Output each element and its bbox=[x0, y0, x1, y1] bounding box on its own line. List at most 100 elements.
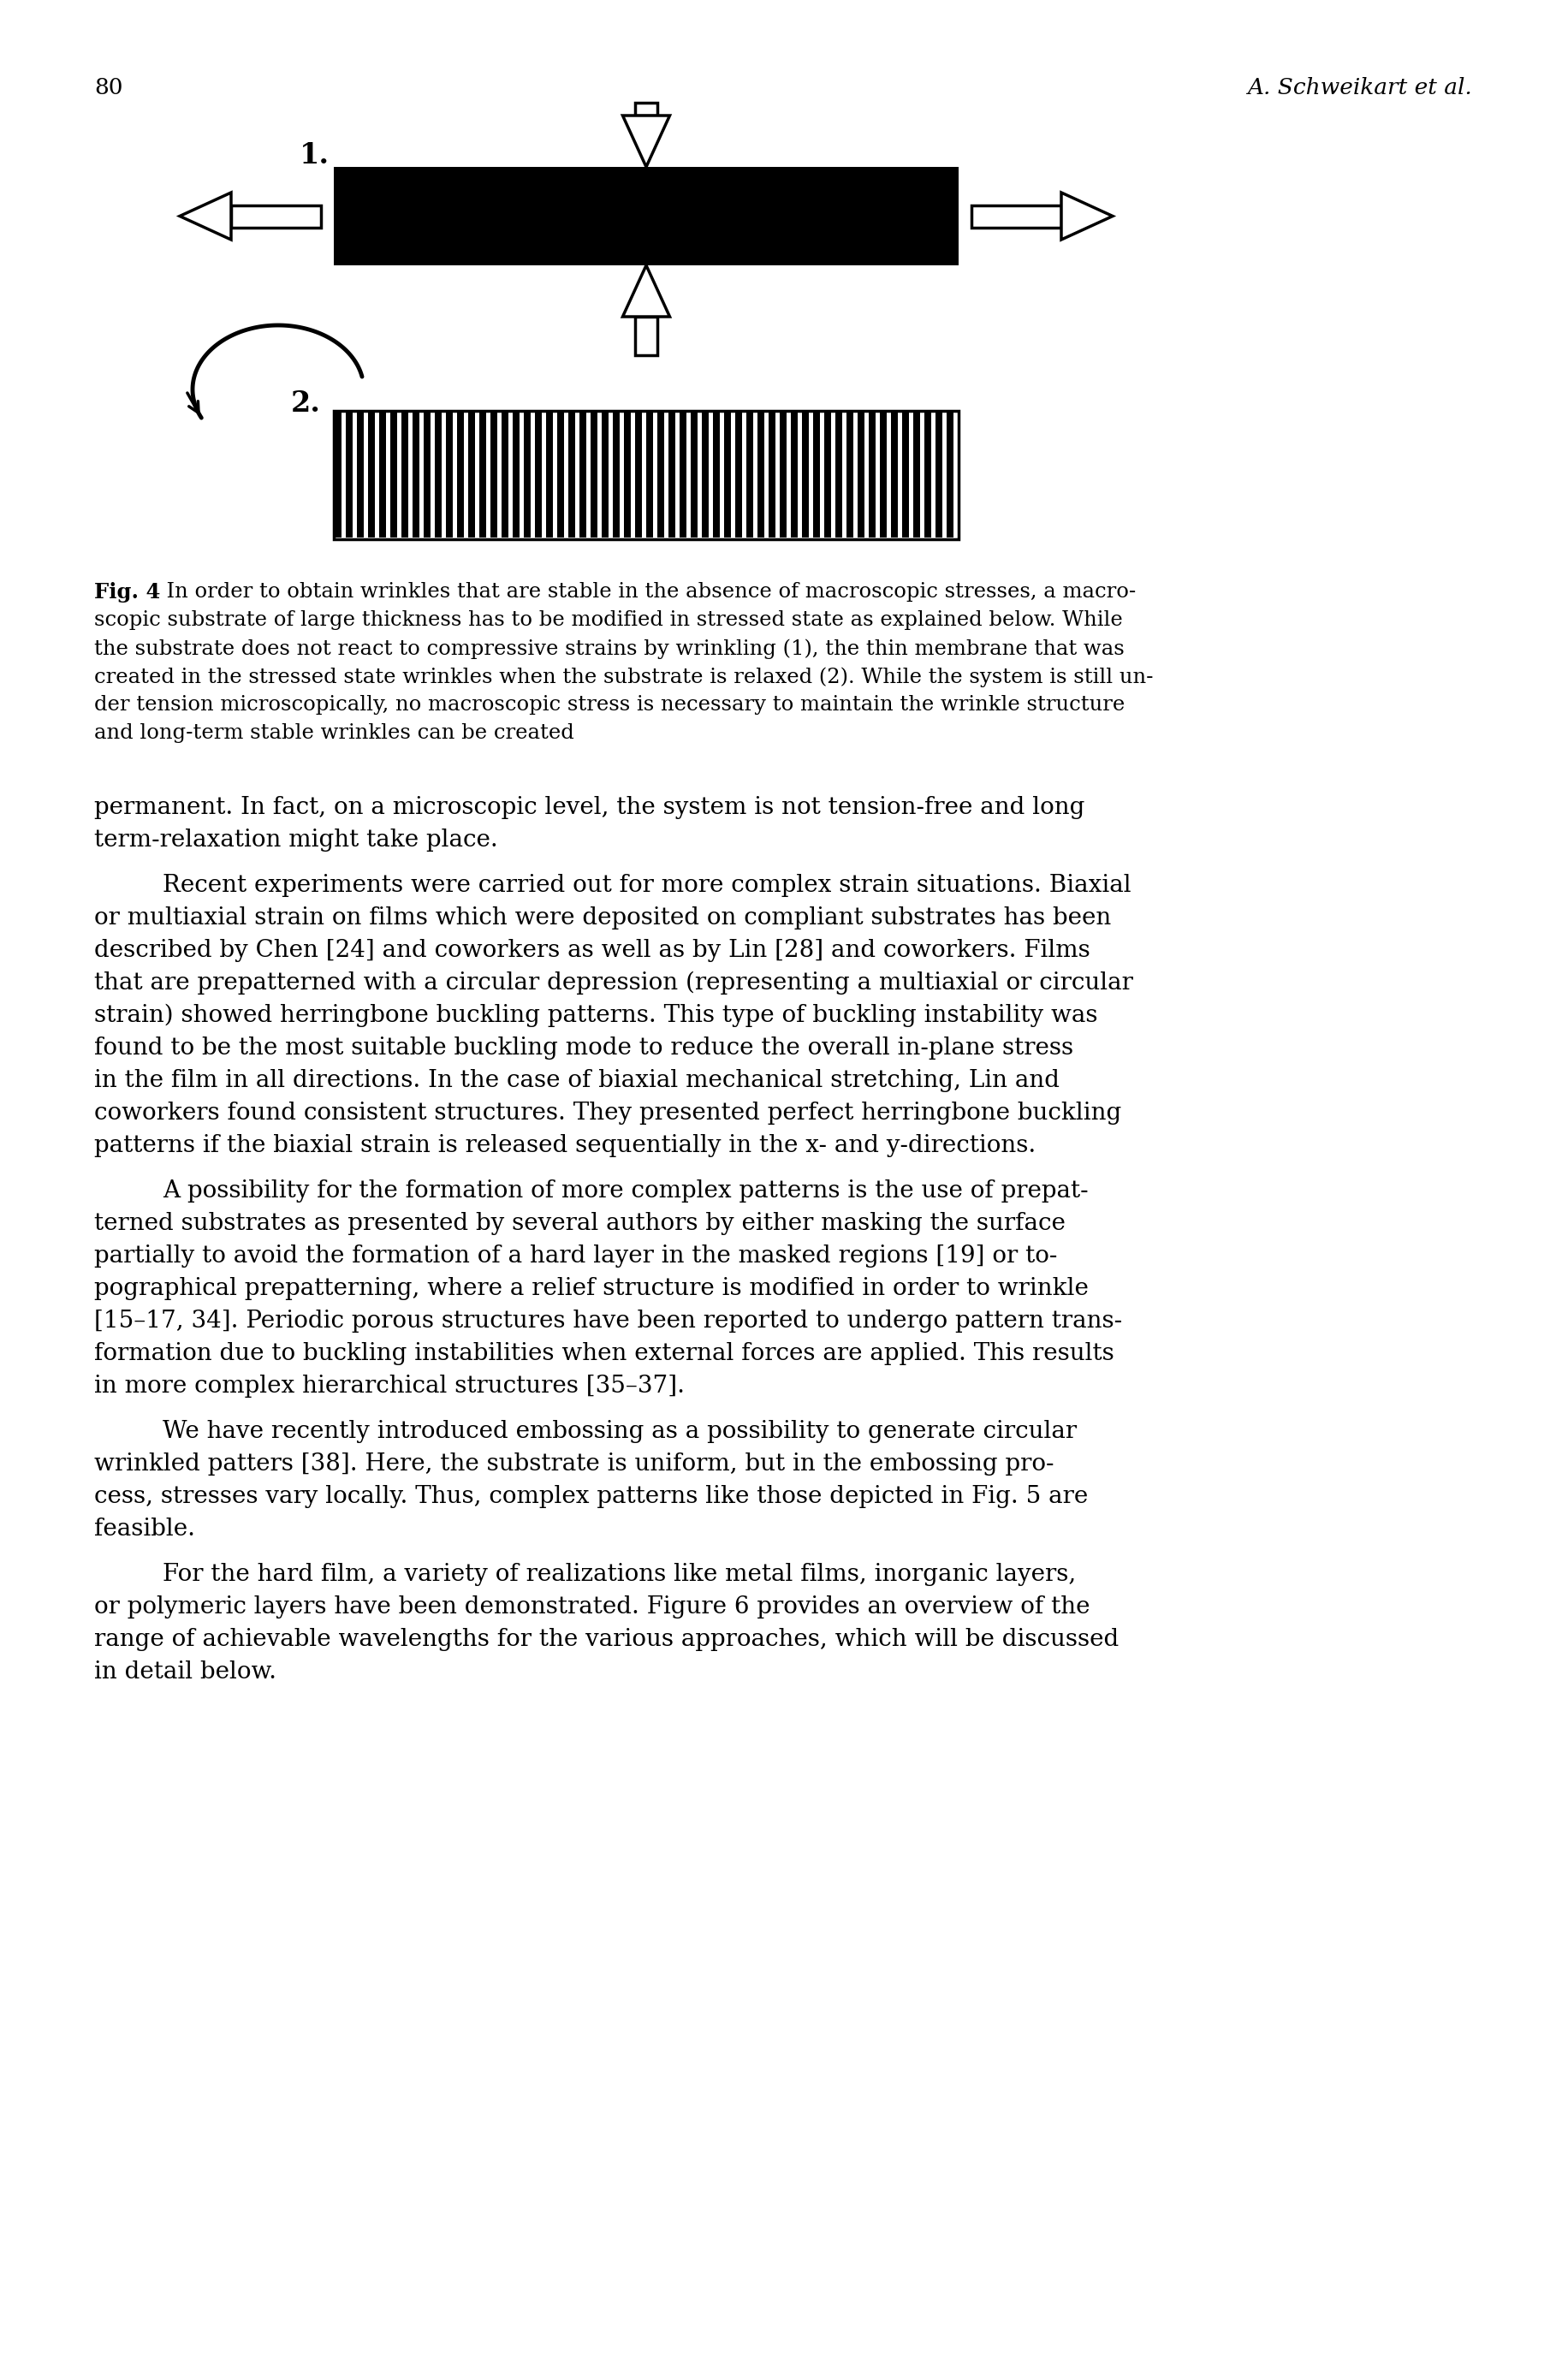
Bar bbox=[847, 413, 853, 537]
Bar bbox=[757, 413, 764, 537]
Bar bbox=[358, 413, 364, 537]
Bar bbox=[524, 413, 530, 537]
Bar bbox=[379, 413, 386, 537]
Text: formation due to buckling instabilities when external forces are applied. This r: formation due to buckling instabilities … bbox=[94, 1342, 1115, 1366]
Bar bbox=[368, 413, 375, 537]
Bar bbox=[691, 413, 698, 537]
Bar bbox=[735, 413, 742, 537]
Bar bbox=[513, 413, 519, 537]
Text: [15–17, 34]. Periodic porous structures have been reported to undergo pattern tr: [15–17, 34]. Periodic porous structures … bbox=[94, 1309, 1123, 1333]
Bar bbox=[469, 413, 475, 537]
Bar bbox=[724, 413, 731, 537]
Text: feasible.: feasible. bbox=[94, 1518, 194, 1540]
Bar bbox=[779, 413, 787, 537]
Polygon shape bbox=[1062, 192, 1113, 240]
Polygon shape bbox=[622, 116, 670, 166]
Bar bbox=[972, 204, 1062, 228]
Bar bbox=[412, 413, 419, 537]
Bar bbox=[602, 413, 608, 537]
Text: A possibility for the formation of more complex patterns is the use of prepat-: A possibility for the formation of more … bbox=[163, 1178, 1088, 1202]
Text: in more complex hierarchical structures [35–37].: in more complex hierarchical structures … bbox=[94, 1376, 685, 1397]
Text: We have recently introduced embossing as a possibility to generate circular: We have recently introduced embossing as… bbox=[163, 1421, 1077, 1442]
Bar bbox=[925, 413, 931, 537]
Bar bbox=[814, 413, 820, 537]
Bar bbox=[334, 411, 958, 539]
Bar bbox=[891, 413, 898, 537]
Bar bbox=[646, 413, 652, 537]
Bar bbox=[801, 413, 809, 537]
Text: patterns if the biaxial strain is released sequentially in the x- and y-directio: patterns if the biaxial strain is releas… bbox=[94, 1133, 1036, 1157]
Text: that are prepatterned with a circular depression (representing a multiaxial or c: that are prepatterned with a circular de… bbox=[94, 972, 1134, 996]
Bar bbox=[825, 413, 831, 537]
Bar bbox=[557, 413, 564, 537]
Text: Fig. 4: Fig. 4 bbox=[94, 582, 160, 604]
Text: created in the stressed state wrinkles when the substrate is relaxed (2). While : created in the stressed state wrinkles w… bbox=[94, 668, 1154, 687]
Text: 2.: 2. bbox=[292, 390, 321, 418]
Text: or multiaxial strain on films which were deposited on compliant substrates has b: or multiaxial strain on films which were… bbox=[94, 905, 1112, 929]
Bar bbox=[858, 413, 864, 537]
Text: cess, stresses vary locally. Thus, complex patterns like those depicted in Fig. : cess, stresses vary locally. Thus, compl… bbox=[94, 1485, 1088, 1509]
Polygon shape bbox=[180, 192, 230, 240]
Bar bbox=[401, 413, 408, 537]
Bar bbox=[936, 413, 942, 537]
Text: For the hard film, a variety of realizations like metal films, inorganic layers,: For the hard film, a variety of realizat… bbox=[163, 1563, 1076, 1587]
Text: coworkers found consistent structures. They presented perfect herringbone buckli: coworkers found consistent structures. T… bbox=[94, 1102, 1121, 1124]
Bar bbox=[836, 413, 842, 537]
Bar bbox=[334, 166, 958, 266]
Text: In order to obtain wrinkles that are stable in the absence of macroscopic stress: In order to obtain wrinkles that are sta… bbox=[154, 582, 1137, 601]
Bar bbox=[635, 102, 657, 116]
Bar bbox=[635, 316, 657, 354]
Text: the substrate does not react to compressive strains by wrinkling (1), the thin m: the substrate does not react to compress… bbox=[94, 639, 1124, 658]
Bar bbox=[535, 413, 543, 537]
Bar bbox=[230, 204, 321, 228]
Bar bbox=[546, 413, 554, 537]
Bar bbox=[668, 413, 676, 537]
Polygon shape bbox=[622, 266, 670, 316]
Text: term-relaxation might take place.: term-relaxation might take place. bbox=[94, 829, 499, 851]
Text: permanent. In fact, on a microscopic level, the system is not tension-free and l: permanent. In fact, on a microscopic lev… bbox=[94, 796, 1085, 820]
Text: scopic substrate of large thickness has to be modified in stressed state as expl: scopic substrate of large thickness has … bbox=[94, 611, 1123, 630]
Text: described by Chen [24] and coworkers as well as by Lin [28] and coworkers. Films: described by Chen [24] and coworkers as … bbox=[94, 939, 1090, 962]
Bar bbox=[390, 413, 397, 537]
Bar bbox=[613, 413, 619, 537]
Bar bbox=[657, 413, 665, 537]
Bar bbox=[480, 413, 486, 537]
Text: and long-term stable wrinkles can be created: and long-term stable wrinkles can be cre… bbox=[94, 722, 574, 744]
Bar bbox=[902, 413, 909, 537]
Bar bbox=[423, 413, 431, 537]
Bar bbox=[746, 413, 753, 537]
Bar bbox=[880, 413, 887, 537]
Bar bbox=[790, 413, 798, 537]
Bar bbox=[624, 413, 630, 537]
Bar bbox=[456, 413, 464, 537]
Text: strain) showed herringbone buckling patterns. This type of buckling instability : strain) showed herringbone buckling patt… bbox=[94, 1005, 1098, 1026]
Bar bbox=[635, 413, 641, 537]
Text: A. Schweikart et al.: A. Schweikart et al. bbox=[1247, 76, 1472, 97]
Text: partially to avoid the formation of a hard layer in the masked regions [19] or t: partially to avoid the formation of a ha… bbox=[94, 1245, 1057, 1269]
Text: in detail below.: in detail below. bbox=[94, 1661, 276, 1685]
Text: in the film in all directions. In the case of biaxial mechanical stretching, Lin: in the film in all directions. In the ca… bbox=[94, 1069, 1060, 1093]
Bar bbox=[491, 413, 497, 537]
Text: found to be the most suitable buckling mode to reduce the overall in-plane stres: found to be the most suitable buckling m… bbox=[94, 1036, 1074, 1060]
Text: 1.: 1. bbox=[299, 140, 329, 169]
Text: pographical prepatterning, where a relief structure is modified in order to wrin: pographical prepatterning, where a relie… bbox=[94, 1276, 1088, 1300]
Text: range of achievable wavelengths for the various approaches, which will be discus: range of achievable wavelengths for the … bbox=[94, 1628, 1120, 1651]
Bar bbox=[334, 413, 342, 537]
Bar bbox=[713, 413, 720, 537]
Bar bbox=[580, 413, 586, 537]
Bar bbox=[591, 413, 597, 537]
Text: 80: 80 bbox=[94, 76, 122, 97]
Bar bbox=[702, 413, 709, 537]
Bar bbox=[502, 413, 508, 537]
Bar bbox=[434, 413, 442, 537]
Text: or polymeric layers have been demonstrated. Figure 6 provides an overview of the: or polymeric layers have been demonstrat… bbox=[94, 1594, 1090, 1618]
Bar bbox=[869, 413, 875, 537]
Bar bbox=[913, 413, 920, 537]
Bar bbox=[768, 413, 776, 537]
Bar bbox=[347, 413, 353, 537]
Text: Recent experiments were carried out for more complex strain situations. Biaxial: Recent experiments were carried out for … bbox=[163, 874, 1131, 898]
Bar bbox=[568, 413, 575, 537]
Bar bbox=[679, 413, 687, 537]
Bar bbox=[445, 413, 453, 537]
Text: terned substrates as presented by several authors by either masking the surface: terned substrates as presented by severa… bbox=[94, 1212, 1066, 1236]
